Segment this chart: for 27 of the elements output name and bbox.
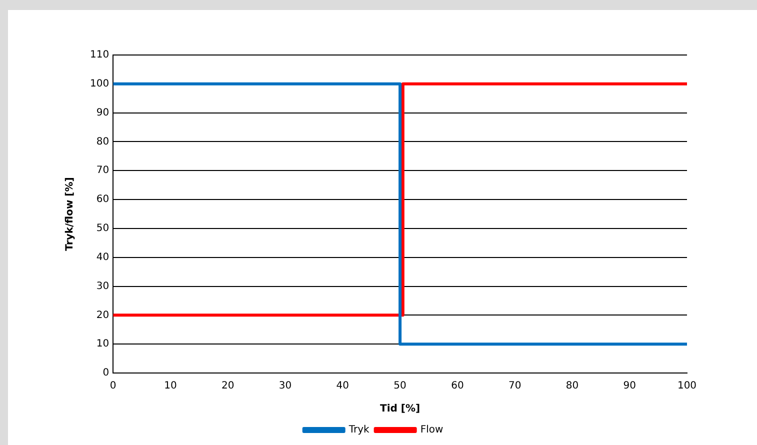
y-tick-label: 90 (96, 107, 110, 118)
y-tick-label: 100 (90, 78, 110, 90)
x-tick-label: 40 (336, 380, 350, 392)
y-tick-label: 10 (96, 338, 110, 350)
y-axis-title: Tryk/flow [%] (64, 177, 76, 251)
x-tick-label: 90 (623, 380, 636, 392)
y-tick-label: 110 (90, 50, 110, 61)
x-tick-label: 70 (508, 380, 522, 392)
y-tick-label: 20 (96, 310, 110, 321)
y-tick-label: 40 (96, 252, 110, 263)
x-tick-label: 50 (394, 380, 406, 392)
x-tick-label: 30 (278, 380, 292, 392)
x-tick-label: 0 (110, 380, 116, 392)
legend-label: Flow (420, 424, 444, 436)
y-tick-label: 60 (96, 194, 110, 206)
y-tick-label: 30 (96, 280, 110, 292)
x-tick-label: 10 (164, 380, 177, 392)
x-tick-label: 100 (677, 380, 697, 392)
x-axis-title: Tid [%] (380, 404, 420, 415)
y-tick-label: 80 (96, 136, 110, 148)
legend-label: Tryk (348, 424, 370, 436)
x-tick-label: 20 (222, 380, 234, 392)
x-tick-label: 80 (566, 380, 579, 392)
x-tick-label: 60 (451, 380, 464, 392)
y-tick-label: 70 (96, 165, 110, 176)
y-tick-label: 50 (96, 223, 110, 234)
y-tick-label: 0 (102, 368, 110, 379)
